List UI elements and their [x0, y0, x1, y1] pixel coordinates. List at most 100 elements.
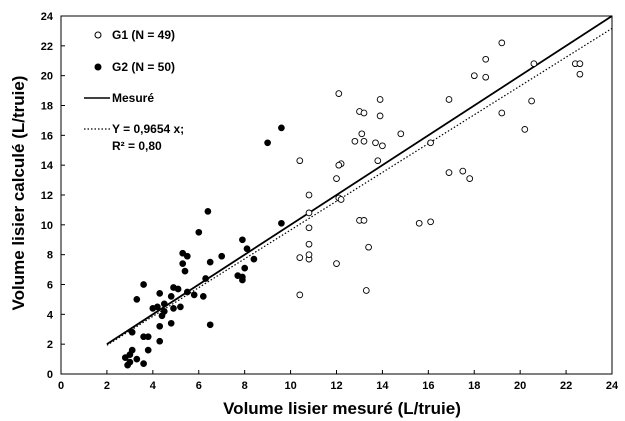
- g1-point: [296, 157, 304, 165]
- g2-point: [278, 124, 285, 132]
- x-tick-label: 12: [330, 380, 342, 392]
- g2-point: [140, 281, 147, 288]
- y-tick-label: 16: [41, 130, 53, 142]
- legend-measured-label: Mesuré: [112, 91, 154, 105]
- g1-point: [305, 240, 313, 248]
- tick-labels: 0 2 4 6 8 10 12 14 16 18 20 22 240246810121416182022…: [41, 11, 619, 392]
- g1-point: [427, 139, 434, 147]
- y-tick-label: 4: [47, 309, 54, 321]
- x-tick-label: 14: [376, 380, 389, 392]
- y-tick-label: 22: [41, 41, 53, 53]
- fit-line-dotted: [106, 27, 613, 346]
- g1-point: [362, 287, 370, 294]
- g2-point: [140, 360, 147, 367]
- g2-point: [154, 303, 161, 311]
- g1-point: [482, 73, 490, 81]
- g1-point: [296, 291, 304, 299]
- g2-point: [170, 305, 177, 312]
- g2-point: [144, 333, 152, 341]
- g2-point: [158, 312, 166, 320]
- g1-point: [296, 254, 304, 261]
- y-tick-label: 12: [41, 190, 53, 202]
- g1-point: [427, 218, 434, 226]
- g2-point: [243, 245, 251, 253]
- x-tick-label: 16: [422, 380, 434, 392]
- g2-point: [177, 303, 184, 311]
- g1-point: [305, 251, 313, 259]
- g2-point: [179, 249, 187, 257]
- g1-point: [372, 139, 379, 147]
- x-tick-label: 24: [606, 380, 619, 392]
- legend-g2-marker: [94, 63, 102, 71]
- x-tick-label: 2: [104, 380, 110, 392]
- g2-point: [190, 291, 198, 299]
- g1-point: [445, 96, 453, 103]
- g2-point: [206, 321, 214, 329]
- g1-point: [335, 161, 343, 169]
- g2-point: [167, 319, 175, 327]
- g2-point: [121, 354, 129, 361]
- x-tick-label: 10: [284, 380, 296, 392]
- g1-point: [351, 137, 359, 145]
- legend-g1-marker: [94, 31, 102, 39]
- g2-point: [133, 296, 141, 303]
- y-tick-label: 10: [41, 220, 53, 232]
- g1-point: [482, 55, 490, 63]
- x-axis-title: Volume lisier mesuré (L/truie): [223, 399, 461, 418]
- g1-point: [415, 219, 423, 227]
- g2-point: [124, 361, 131, 369]
- g1-point: [445, 169, 453, 176]
- legend-fit-r2: R² = 0,80: [112, 139, 162, 153]
- g2-point: [126, 351, 134, 358]
- y-tick-label: 14: [41, 160, 54, 172]
- g2-point: [206, 258, 214, 266]
- g2-point: [167, 293, 175, 300]
- g2-point: [278, 219, 285, 227]
- x-tick-label: 20: [514, 380, 526, 392]
- g2-point: [199, 293, 207, 300]
- x-tick-label: 8: [242, 380, 248, 392]
- data-points: [121, 39, 584, 369]
- g1-point: [360, 109, 368, 117]
- x-tick-label: 18: [468, 380, 480, 392]
- g2-point: [239, 236, 246, 244]
- g1-point: [335, 90, 343, 97]
- y-axis-title: Volume lisier calculé (L/truie): [9, 76, 28, 311]
- g1-point: [379, 142, 386, 150]
- g1-point: [305, 191, 313, 199]
- fit-lines: [106, 15, 613, 346]
- x-tick-label: 22: [560, 380, 572, 392]
- g1-point: [530, 60, 538, 68]
- g2-point: [128, 328, 136, 336]
- g2-point: [195, 228, 203, 236]
- g2-point: [183, 288, 191, 296]
- g2-point: [241, 264, 249, 272]
- g2-point: [264, 139, 271, 147]
- g1-point: [305, 209, 313, 217]
- legend-g2-label: G2 (N = 50): [112, 60, 175, 74]
- g1-point: [360, 217, 368, 224]
- x-tick-label: 0: [58, 380, 64, 392]
- g2-point: [133, 355, 141, 363]
- y-tick-label: 6: [47, 280, 53, 292]
- g2-point: [218, 252, 226, 260]
- g1-point: [305, 224, 313, 232]
- g2-point: [204, 208, 212, 215]
- g1-point: [360, 137, 368, 145]
- legend-fit-equation: Y = 0,9654 x;: [112, 122, 184, 136]
- y-tick-label: 2: [47, 339, 53, 351]
- g1-point: [528, 97, 535, 105]
- y-tick-label: 18: [41, 101, 53, 113]
- g2-point: [156, 322, 164, 330]
- g1-point: [459, 167, 467, 175]
- g2-point: [250, 255, 258, 263]
- measured-line-solid: [106, 15, 613, 345]
- x-tick-label: 6: [196, 380, 202, 392]
- g1-point: [498, 109, 506, 117]
- g2-point: [160, 300, 168, 308]
- g1-point: [576, 70, 584, 78]
- y-tick-label: 8: [47, 250, 53, 262]
- y-tick-label: 0: [47, 369, 53, 381]
- g1-point: [358, 130, 366, 138]
